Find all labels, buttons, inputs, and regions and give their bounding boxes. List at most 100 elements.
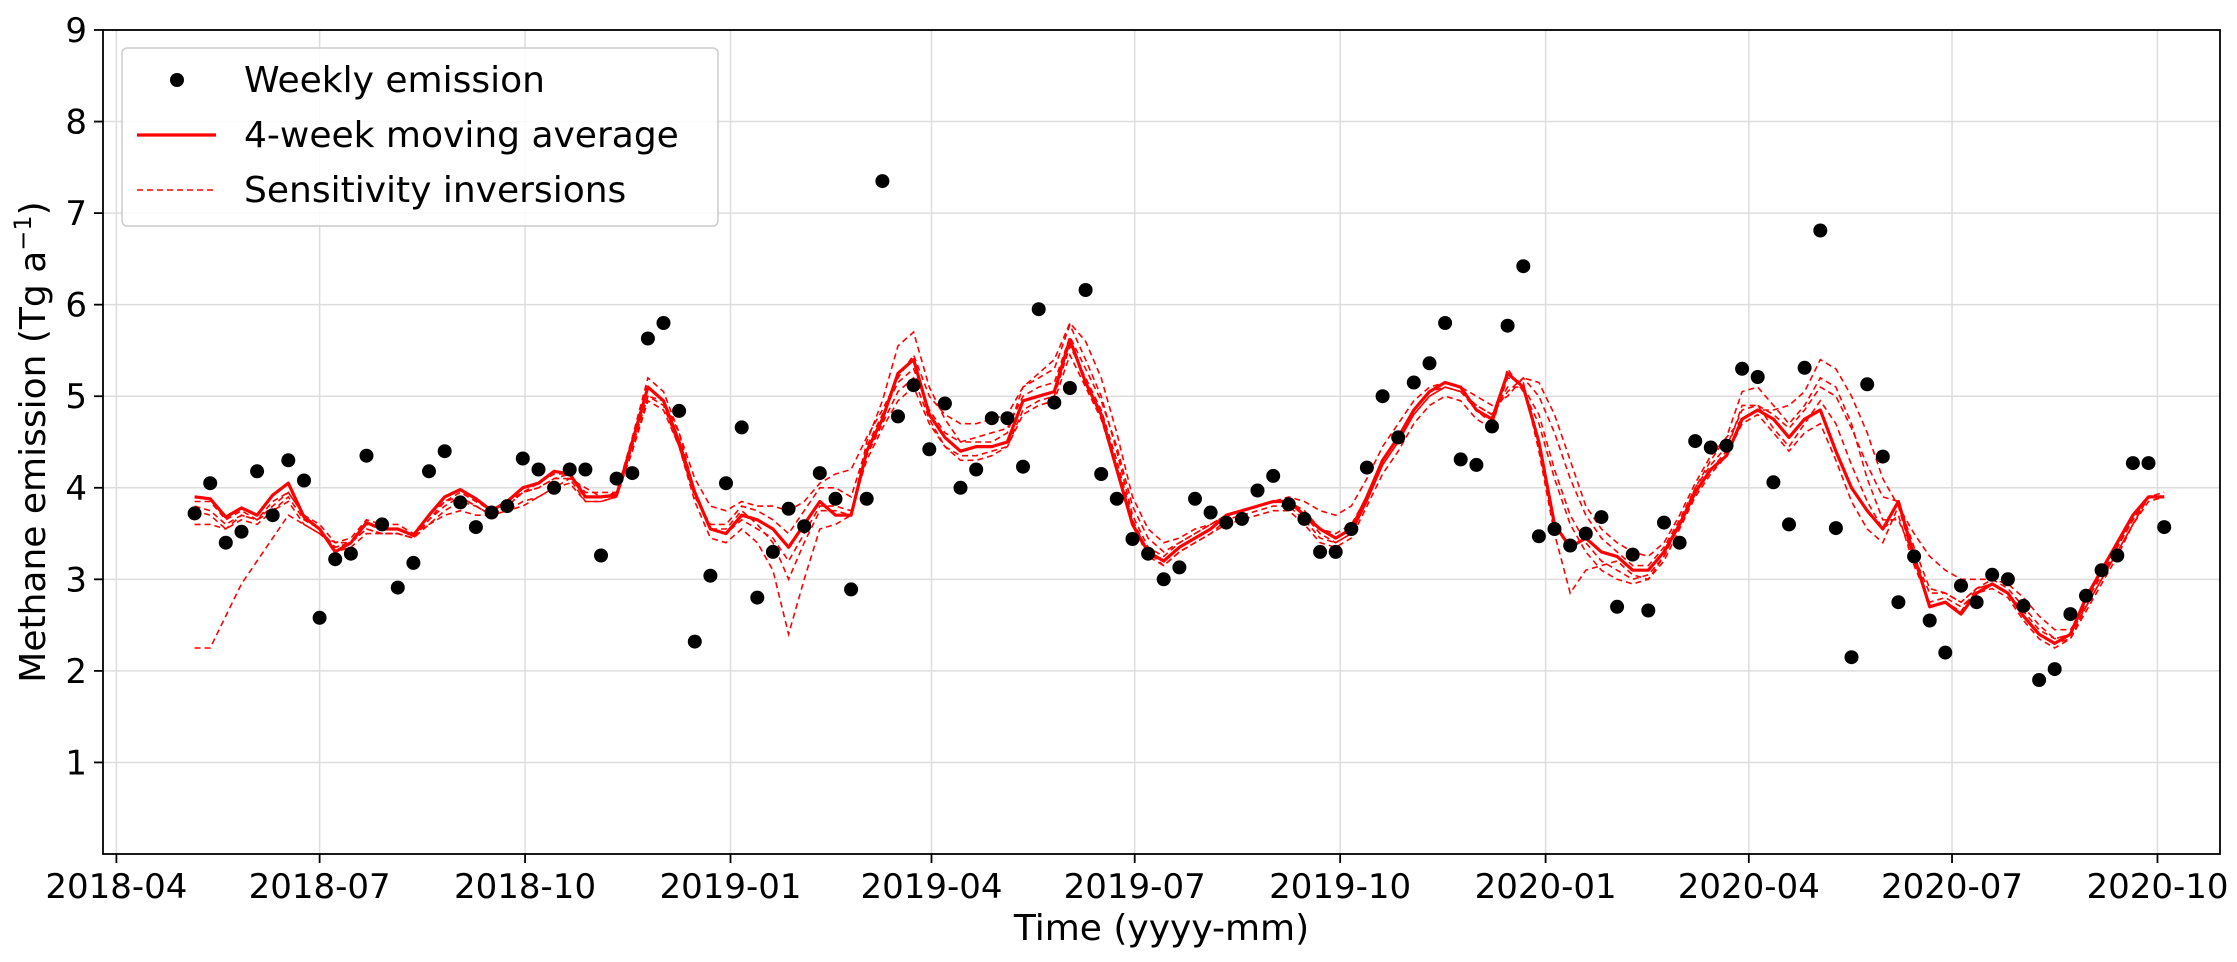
- legend-label: 4-week moving average: [244, 115, 679, 156]
- weekly-emission-point: [484, 505, 499, 520]
- series-moving-average: [194, 337, 2165, 645]
- weekly-emission-point: [1969, 595, 1984, 610]
- weekly-emission-point: [1813, 223, 1828, 238]
- weekly-emission-point: [1375, 389, 1390, 404]
- weekly-emission-point: [1578, 526, 1593, 541]
- weekly-emission-point: [1469, 457, 1484, 472]
- x-axis-ticks: 2018-04 2018-07 2018-10 2019-01 2019-04 2019-…: [45, 854, 2229, 907]
- weekly-emission-point: [1016, 459, 1030, 474]
- weekly-emission-point: [750, 590, 765, 605]
- weekly-emission-point: [406, 555, 421, 570]
- weekly-emission-point: [1531, 529, 1546, 544]
- weekly-emission-point: [2110, 548, 2125, 563]
- weekly-emission-point: [1219, 515, 1234, 530]
- weekly-emission-point: [2000, 572, 2015, 587]
- x-tick-label: 2018-10: [454, 867, 596, 907]
- weekly-emission-point: [703, 568, 718, 583]
- weekly-emission-point: [1516, 259, 1531, 274]
- weekly-emission-point: [2063, 607, 2078, 622]
- y-tick-label: 4: [65, 469, 87, 509]
- legend: Weekly emission 4-week moving average Sens…: [121, 47, 719, 227]
- weekly-emission-point: [234, 524, 249, 539]
- weekly-emission-point: [1438, 316, 1453, 330]
- y-axis-title-main: Methane emission (Tg a: [13, 251, 54, 683]
- weekly-emission-point: [1922, 613, 1937, 628]
- plot-frame: [102, 29, 2221, 855]
- weekly-emission-point: [1313, 544, 1328, 559]
- weekly-emission-point: [1078, 283, 1093, 297]
- weekly-emission-point: [969, 462, 984, 477]
- weekly-emission-point: [265, 508, 280, 523]
- weekly-emission-point: [1766, 475, 1781, 490]
- weekly-emission-point: [1594, 510, 1609, 525]
- weekly-emission-point: [1828, 521, 1843, 536]
- weekly-emission-point: [1844, 650, 1859, 665]
- weekly-emission-point: [953, 480, 968, 495]
- weekly-emission-point: [1782, 517, 1796, 532]
- weekly-emission-point: [1797, 360, 1812, 375]
- weekly-emission-point: [609, 471, 624, 486]
- weekly-emission-point: [1125, 532, 1140, 546]
- y-tick-label: 3: [65, 560, 87, 600]
- series-weekly-emission: [187, 174, 2172, 687]
- weekly-emission-point: [922, 442, 937, 457]
- x-tick-label: 2020-10: [2086, 867, 2228, 907]
- weekly-emission-point: [1406, 375, 1421, 390]
- legend-box: [121, 47, 719, 227]
- y-tick-label: 8: [65, 103, 87, 143]
- weekly-emission-point: [765, 544, 780, 559]
- weekly-emission-point: [359, 448, 374, 463]
- weekly-emission-point: [984, 411, 999, 426]
- weekly-emission-point: [328, 552, 343, 567]
- weekly-emission-point: [1344, 522, 1359, 536]
- weekly-emission-point: [562, 462, 577, 477]
- y-tick-label: 2: [65, 652, 87, 692]
- weekly-emission-point: [1860, 377, 1875, 392]
- y-tick-label: 7: [65, 194, 87, 234]
- weekly-emission-point: [500, 499, 515, 514]
- weekly-emission-point: [2047, 662, 2062, 677]
- sensitivity-inversion-line: [194, 321, 2165, 649]
- weekly-emission-point: [1047, 395, 1062, 410]
- weekly-emission-point: [1672, 535, 1687, 550]
- weekly-emission-point: [1485, 419, 1499, 434]
- x-tick-label: 2020-04: [1678, 867, 1820, 907]
- weekly-emission-point: [844, 582, 859, 597]
- weekly-emission-point: [594, 548, 608, 563]
- weekly-emission-point: [1688, 434, 1703, 449]
- weekly-emission-point: [1000, 411, 1015, 426]
- weekly-emission-point: [797, 519, 812, 534]
- weekly-emission-point: [2016, 598, 2031, 613]
- weekly-emission-point: [1203, 505, 1218, 520]
- weekly-emission-point: [781, 501, 796, 516]
- weekly-emission-point: [312, 610, 327, 625]
- y-axis-title-superscript: −1: [9, 215, 37, 250]
- weekly-emission-point: [2032, 673, 2047, 687]
- y-tick-label: 5: [65, 377, 87, 417]
- weekly-emission-point: [2125, 456, 2140, 471]
- x-tick-label: 2019-01: [659, 867, 801, 907]
- weekly-emission-point: [218, 535, 233, 550]
- weekly-emission-point: [1141, 546, 1156, 561]
- x-axis-title: Time (yyyy-mm): [1013, 908, 1309, 949]
- legend-marker-weekly: [170, 73, 184, 87]
- x-axis-title-text: Time (yyyy-mm): [1013, 908, 1309, 949]
- weekly-emission-point: [1453, 452, 1468, 467]
- x-tick-label: 2019-04: [860, 867, 1002, 907]
- weekly-emission-point: [453, 495, 468, 510]
- weekly-emission-point: [812, 466, 827, 481]
- weekly-emission-point: [1234, 511, 1249, 526]
- y-axis-title-close: ): [13, 201, 54, 215]
- weekly-emission-point: [250, 464, 265, 479]
- weekly-emission-point: [1500, 318, 1515, 333]
- weekly-emission-point: [1625, 547, 1640, 562]
- weekly-emission-point: [1094, 467, 1109, 481]
- weekly-emission-point: [531, 462, 546, 477]
- weekly-emission-point: [625, 466, 640, 481]
- x-tick-label: 2019-10: [1269, 867, 1411, 907]
- weekly-emission-point: [1907, 549, 1922, 564]
- y-tick-label: 6: [65, 286, 87, 326]
- weekly-emission-point: [390, 580, 405, 595]
- legend-label: Weekly emission: [244, 60, 545, 101]
